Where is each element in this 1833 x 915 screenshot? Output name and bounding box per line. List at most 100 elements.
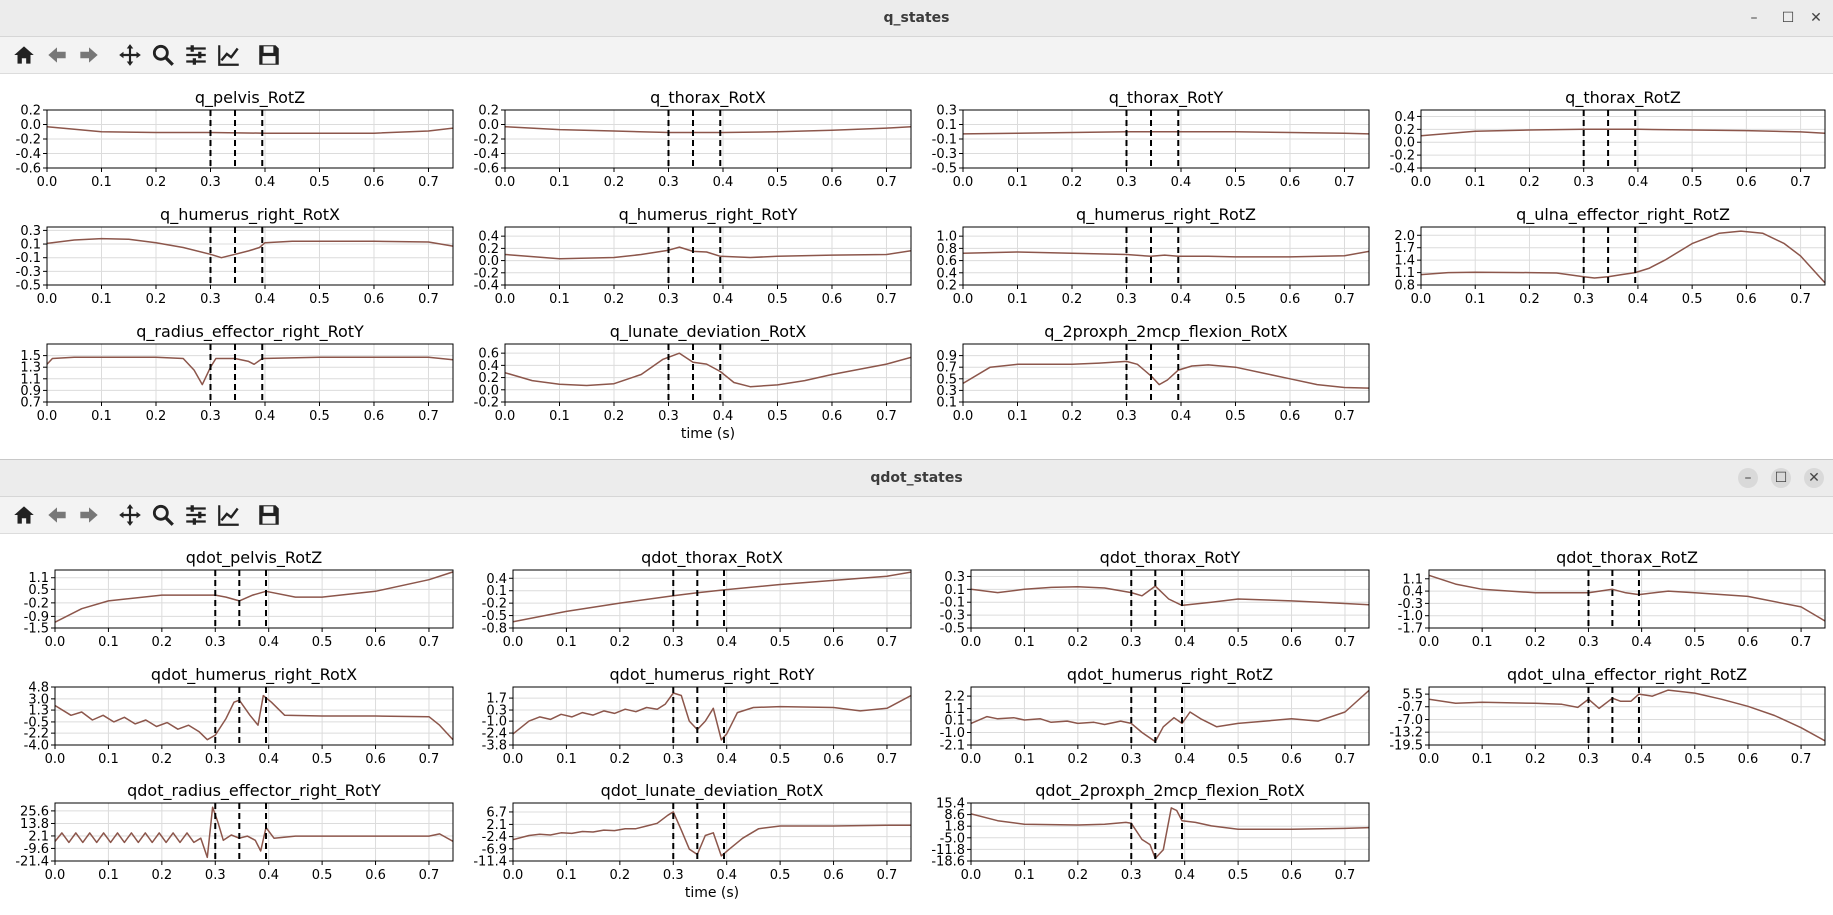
y-tick-label: -9.6	[24, 842, 49, 857]
x-tick-label: 0.0	[503, 752, 524, 767]
subplot-qdot_humerus_right_RotY: qdot_humerus_right_RotY 0.0 0.1 0.2 0.3 0.4 0.…	[482, 665, 912, 767]
configure-subplots-icon[interactable]	[183, 502, 209, 528]
subplot-title: q_humerus_right_RotZ	[1076, 205, 1256, 225]
subplot-q_ulna_effector_right_RotZ: q_ulna_effector_right_RotZ 0.0 0.1 0.2 0.3 0.…	[1394, 205, 1826, 307]
y-tick-label: 0.2	[478, 104, 499, 119]
y-tick-label: 0.2	[1394, 123, 1415, 138]
x-tick-label: 0.2	[1068, 752, 1089, 767]
close-button[interactable]: ✕	[1804, 468, 1824, 488]
axes-frame	[46, 226, 454, 286]
y-tick-label: -0.2	[1390, 149, 1415, 164]
y-tick-label: 0.0	[478, 383, 499, 398]
y-tick-label: -0.4	[16, 147, 41, 162]
x-tick-label: 0.3	[1116, 409, 1137, 424]
y-tick-label: -5.0	[940, 831, 965, 846]
x-tick-label: 0.1	[556, 868, 577, 883]
x-tick-label: 0.2	[152, 752, 173, 767]
x-tick-label: 0.5	[767, 409, 788, 424]
x-tick-label: 0.6	[365, 868, 386, 883]
x-tick-label: 0.3	[658, 292, 679, 307]
pan-icon[interactable]	[117, 42, 143, 68]
x-tick-label: 0.5	[770, 752, 791, 767]
y-tick-label: -0.3	[932, 147, 957, 162]
subplot-title: q_pelvis_RotZ	[195, 88, 305, 108]
edit-axis-icon[interactable]	[216, 502, 242, 528]
x-tick-label: 0.2	[604, 409, 625, 424]
x-tick-label: 0.5	[767, 175, 788, 190]
y-tick-label: -1.7	[1398, 622, 1423, 637]
axes-frame	[54, 569, 454, 629]
x-tick-label: 0.6	[1280, 292, 1301, 307]
y-tick-label: 0.1	[944, 583, 965, 598]
y-tick-label: 1.1	[1394, 266, 1415, 281]
axes-frame	[962, 343, 1370, 403]
series-line	[1421, 230, 1825, 284]
subplot-q_humerus_right_RotX: q_humerus_right_RotX 0.0 0.1 0.2 0.3 0.4 0.5 0.…	[16, 205, 454, 307]
y-tick-label: 8.6	[944, 808, 965, 823]
series-line	[513, 571, 911, 623]
x-tick-label: 0.0	[503, 868, 524, 883]
subplot-qdot_2proxph_2mcp_flexion_RotX: qdot_2proxph_2mcp_flexion_RotX 0.0 0.1 0.2 0…	[931, 781, 1370, 883]
y-tick-label: 1.1	[28, 571, 49, 586]
x-tick-label: 0.3	[205, 868, 226, 883]
y-tick-label: 0.3	[936, 384, 957, 399]
back-icon[interactable]	[44, 42, 70, 68]
y-tick-label: -0.4	[1390, 162, 1415, 177]
x-tick-label: 0.2	[1062, 292, 1083, 307]
y-tick-label: 1.7	[1394, 241, 1415, 256]
x-tick-label: 0.7	[877, 752, 898, 767]
zoom-icon[interactable]	[150, 42, 176, 68]
y-tick-label: -0.3	[1398, 597, 1423, 612]
y-tick-label: 0.1	[20, 238, 41, 253]
axes-frame	[970, 686, 1370, 746]
y-tick-label: 0.3	[20, 224, 41, 239]
maximize-button[interactable]: ☐	[1771, 468, 1791, 488]
y-tick-label: 0.6	[478, 347, 499, 362]
y-tick-label: 0.3	[936, 104, 957, 119]
x-tick-label: 0.1	[1472, 752, 1493, 767]
forward-icon[interactable]	[76, 42, 102, 68]
configure-subplots-icon[interactable]	[183, 42, 209, 68]
save-icon[interactable]	[256, 502, 282, 528]
edit-axis-icon[interactable]	[216, 42, 242, 68]
home-icon[interactable]	[11, 502, 37, 528]
y-tick-label: 0.9	[20, 384, 41, 399]
subplot-q_humerus_right_RotZ: q_humerus_right_RotZ 0.0 0.1 0.2 0.3 0.4 0.5 0.…	[936, 205, 1370, 307]
y-tick-label: -2.4	[482, 727, 507, 742]
zoom-icon[interactable]	[150, 502, 176, 528]
x-tick-label: 0.1	[91, 292, 112, 307]
series-line	[47, 237, 453, 259]
x-tick-label: 0.1	[98, 868, 119, 883]
x-tick-label: 0.7	[1790, 292, 1811, 307]
save-icon[interactable]	[256, 42, 282, 68]
x-tick-label: 0.2	[152, 635, 173, 650]
minimize-button[interactable]: –	[1738, 468, 1758, 488]
maximize-button[interactable]: ☐	[1781, 10, 1795, 26]
pan-icon[interactable]	[117, 502, 143, 528]
home-icon[interactable]	[11, 42, 37, 68]
subplot-title: q_thorax_RotZ	[1565, 88, 1681, 108]
x-tick-label: 0.0	[37, 292, 58, 307]
axes-frame	[970, 569, 1370, 629]
x-tick-label: 0.4	[716, 752, 737, 767]
x-tick-label: 0.2	[1062, 409, 1083, 424]
y-tick-label: 0.2	[478, 371, 499, 386]
x-tick-label: 0.6	[1281, 752, 1302, 767]
x-tick-label: 0.5	[312, 635, 333, 650]
x-tick-label: 0.3	[1121, 635, 1142, 650]
forward-icon[interactable]	[76, 502, 102, 528]
back-icon[interactable]	[44, 502, 70, 528]
close-button[interactable]: ✕	[1810, 10, 1822, 26]
x-axis-label: time (s)	[685, 885, 739, 901]
series-line	[505, 125, 911, 134]
minimize-button[interactable]: –	[1750, 10, 1758, 26]
y-tick-label: -0.5	[24, 715, 49, 730]
axes-frame	[970, 802, 1370, 862]
series-line	[1429, 574, 1825, 622]
y-tick-label: 0.9	[936, 349, 957, 364]
x-tick-label: 0.5	[1682, 292, 1703, 307]
y-tick-label: -7.0	[1398, 713, 1423, 728]
x-tick-label: 0.2	[1068, 868, 1089, 883]
y-tick-label: -0.3	[940, 609, 965, 624]
x-tick-label: 0.6	[1736, 175, 1757, 190]
